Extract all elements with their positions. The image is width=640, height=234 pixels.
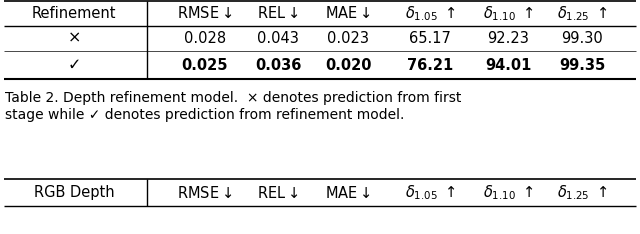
Text: 0.043: 0.043	[257, 31, 299, 46]
Text: $\delta_{1.25}$ $\uparrow$: $\delta_{1.25}$ $\uparrow$	[557, 4, 607, 23]
Text: Refinement: Refinement	[32, 6, 116, 21]
Text: 65.17: 65.17	[409, 31, 451, 46]
Text: MAE$\downarrow$: MAE$\downarrow$	[325, 184, 371, 201]
Text: RMSE$\downarrow$: RMSE$\downarrow$	[177, 6, 233, 22]
Text: RMSE$\downarrow$: RMSE$\downarrow$	[177, 184, 233, 201]
Text: 0.020: 0.020	[324, 58, 371, 73]
Text: 0.023: 0.023	[327, 31, 369, 46]
Text: Table 2. Depth refinement model.  × denotes prediction from first: Table 2. Depth refinement model. × denot…	[5, 91, 461, 105]
Text: $\delta_{1.05}$ $\uparrow$: $\delta_{1.05}$ $\uparrow$	[404, 4, 456, 23]
Text: stage while ✓ denotes prediction from refinement model.: stage while ✓ denotes prediction from re…	[5, 108, 404, 122]
Text: 99.35: 99.35	[559, 58, 605, 73]
Text: 0.025: 0.025	[182, 58, 228, 73]
Text: ✓: ✓	[67, 58, 81, 73]
Text: $\delta_{1.10}$ $\uparrow$: $\delta_{1.10}$ $\uparrow$	[483, 4, 534, 23]
Text: ×: ×	[67, 31, 81, 46]
Text: 92.23: 92.23	[487, 31, 529, 46]
Text: 99.30: 99.30	[561, 31, 603, 46]
Text: 0.028: 0.028	[184, 31, 226, 46]
Text: $\delta_{1.25}$ $\uparrow$: $\delta_{1.25}$ $\uparrow$	[557, 183, 607, 202]
Text: RGB Depth: RGB Depth	[34, 185, 115, 200]
Text: 94.01: 94.01	[485, 58, 531, 73]
Text: $\delta_{1.10}$ $\uparrow$: $\delta_{1.10}$ $\uparrow$	[483, 183, 534, 202]
Text: MAE$\downarrow$: MAE$\downarrow$	[325, 6, 371, 22]
Text: REL$\downarrow$: REL$\downarrow$	[257, 6, 299, 22]
Text: 76.21: 76.21	[407, 58, 453, 73]
Text: REL$\downarrow$: REL$\downarrow$	[257, 184, 299, 201]
Text: $\delta_{1.05}$ $\uparrow$: $\delta_{1.05}$ $\uparrow$	[404, 183, 456, 202]
Text: 0.036: 0.036	[255, 58, 301, 73]
